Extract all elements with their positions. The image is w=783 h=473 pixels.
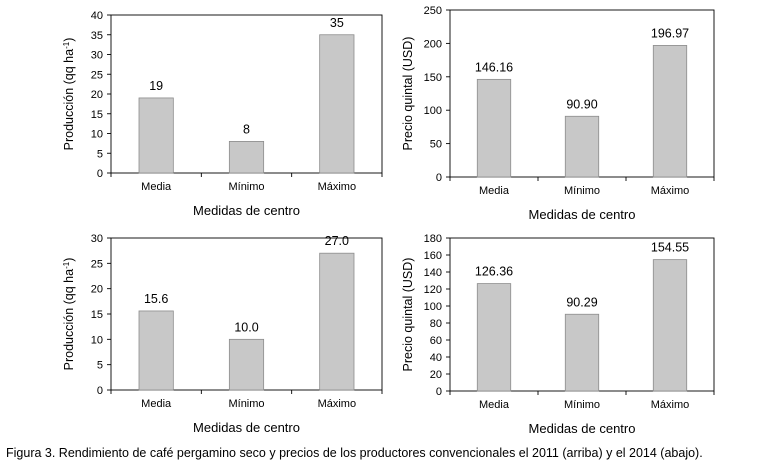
y-tick-label: 60 [430,335,442,347]
bar-1 [476,78,512,178]
chart-panel-4: 0 20 40 60 80 100 120 140 160 180 Media 126.36 Mínim… [401,233,715,436]
y-tick-label: 250 [424,5,442,17]
y-axis-label: Precio quintal (USD) [401,37,415,151]
y-tick-label: 120 [424,284,442,296]
y-tick-label: 160 [424,250,442,262]
x-tick-label: Media [479,185,510,197]
y-tick-label: 20 [91,284,103,296]
y-tick-label: 80 [430,318,442,330]
data-label: 126.36 [475,265,513,279]
y-tick-label: 10 [91,129,103,141]
x-axis-label: Medidas de centro [193,203,300,218]
x-axis-label: Medidas de centro [193,420,300,435]
data-label: 35 [330,16,344,30]
y-tick-label: 30 [91,50,103,62]
y-tick-label: 20 [430,369,442,381]
y-tick-label: 0 [436,386,442,398]
x-tick-label: Media [141,181,172,193]
y-tick-label: 0 [436,172,442,184]
x-tick-label: Mínimo [564,185,600,197]
data-label: 196.97 [651,26,689,40]
y-tick-label: 100 [424,301,442,313]
bar-3 [319,34,355,174]
bar-2 [564,313,600,392]
data-label: 10.0 [234,320,258,334]
y-tick-label: 140 [424,267,442,279]
x-tick-label: Media [141,398,172,410]
y-tick-label: 50 [430,139,442,151]
x-tick-label: Media [479,399,510,411]
y-tick-label: 180 [424,233,442,245]
x-tick-label: Mínimo [228,398,264,410]
y-tick-label: 100 [424,105,442,117]
y-tick-label: 20 [91,89,103,101]
bar-1 [138,97,174,174]
chart-panel-2: 0 50 100 150 200 250 Media 146.16 Mínimo 90.90 Máx… [401,5,715,222]
y-tick-label: 15 [91,309,103,321]
x-axis-label: Medidas de centro [529,207,636,222]
y-tick-label: 10 [91,334,103,346]
y-tick-label: 0 [97,168,103,180]
y-tick-label: 40 [91,10,103,22]
x-tick-label: Máximo [651,185,690,197]
y-axis-label: Precio quintal (USD) [401,258,415,372]
figure-caption: Figura 3. Rendimiento de café pergamino … [6,446,703,460]
x-axis-label: Medidas de centro [529,421,636,436]
y-tick-label: 5 [97,360,103,372]
x-tick-label: Máximo [651,399,690,411]
x-tick-label: Máximo [318,181,357,193]
x-tick-label: Mínimo [564,399,600,411]
y-tick-label: 35 [91,30,103,42]
bar-2 [564,115,600,178]
chart-panel-1: 0 5 10 15 20 25 30 35 40 Media 19 Mínimo 8 Máximo 35 Me… [62,10,383,218]
y-tick-label: 15 [91,109,103,121]
y-tick-label: 40 [430,352,442,364]
y-tick-label: 150 [424,72,442,84]
x-tick-label: Mínimo [228,181,264,193]
bar-2 [228,338,265,391]
y-tick-label: 25 [91,258,103,270]
bar-3 [652,259,688,392]
y-tick-label: 200 [424,38,442,50]
bar-1 [476,283,512,392]
chart-panel-3: 0 5 10 15 20 25 30 Media 15.6 Mínimo 10.0 Máximo 27.… [62,233,383,435]
data-label: 90.90 [566,97,597,111]
data-label: 154.55 [651,241,689,255]
data-label: 146.16 [475,60,513,74]
data-label: 8 [243,122,250,136]
bar-1 [138,310,174,391]
y-tick-label: 5 [97,148,103,160]
x-tick-label: Máximo [318,398,357,410]
y-axis-label: Producción (qq ha-1) [62,38,77,151]
bar-3 [319,252,355,391]
y-axis-label: Producción (qq ha-1) [62,258,77,371]
bar-3 [652,45,688,178]
y-tick-label: 30 [91,233,103,245]
data-label: 27.0 [325,234,349,248]
y-tick-label: 25 [91,69,103,81]
bar-2 [228,140,265,174]
data-label: 15.6 [144,292,168,306]
data-label: 19 [149,79,163,93]
y-tick-label: 0 [97,385,103,397]
data-label: 90.29 [566,295,597,309]
